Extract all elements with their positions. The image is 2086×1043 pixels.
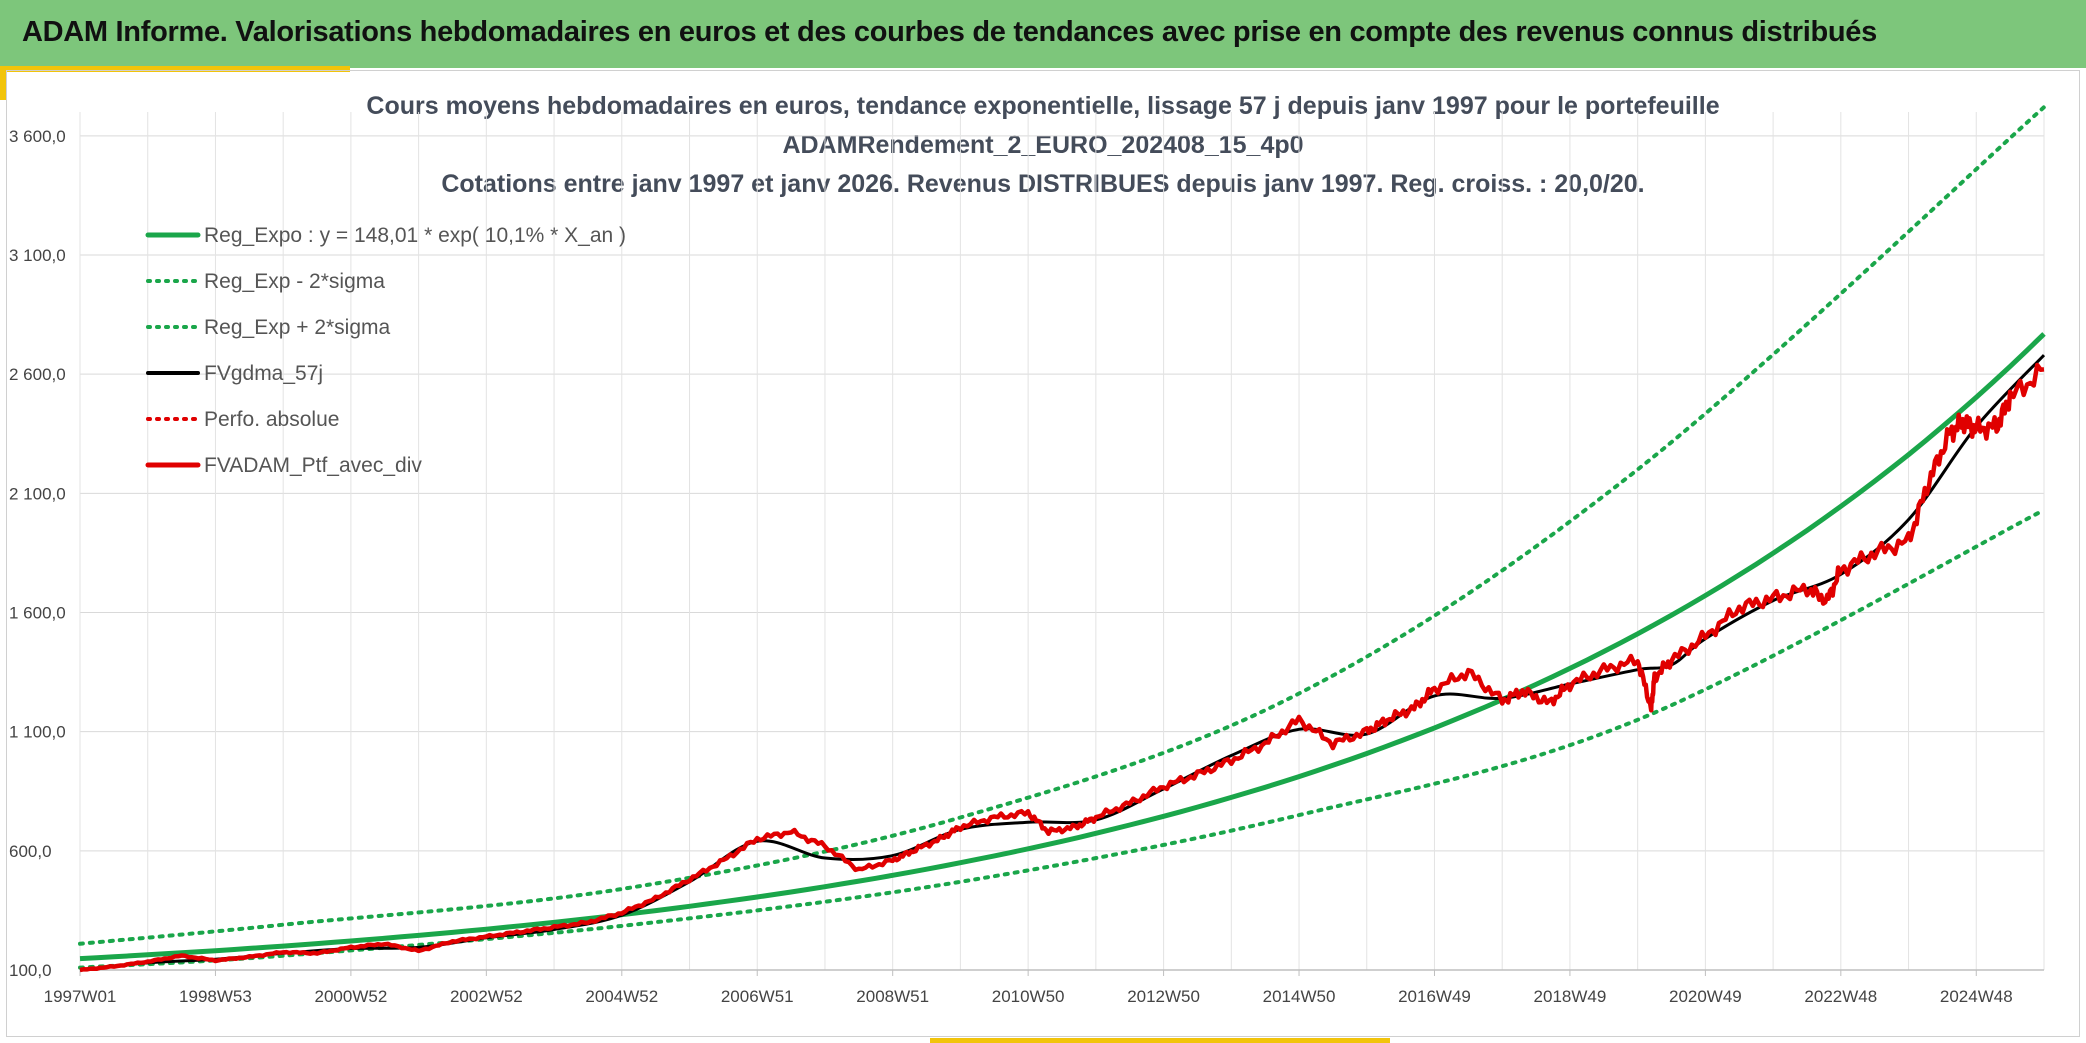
legend-label: Reg_Exp - 2*sigma	[204, 270, 385, 293]
series-reg-expo	[79, 332, 2046, 962]
x-tick-label: 2020W49	[1669, 987, 1742, 1006]
y-tick-label: 3 600,0	[9, 127, 66, 146]
x-axis-ticks: 1997W01 1998W53 2000W52 2002W52 2004W52 2006W…	[44, 970, 2013, 1006]
legend-label: FVgdma_57j	[204, 362, 323, 385]
chart-title-line-3: Cotations entre janv 1997 et janv 2026. …	[441, 170, 1645, 198]
series-reg-plus-2sigma	[78, 105, 2046, 946]
accent-bar-top	[0, 66, 350, 72]
y-tick-label: 1 100,0	[9, 723, 66, 742]
x-tick-label: 1997W01	[44, 987, 117, 1006]
y-tick-label: 600,0	[9, 842, 52, 861]
y-axis-ticks: 100,0 600,0 1 100,0 1 600,0 2 100,0 2 600,0 3 …	[9, 127, 66, 980]
chart-grid	[79, 112, 2045, 971]
page-title: ADAM Informe. Valorisations hebdomadaire…	[22, 16, 1877, 48]
legend-label: Reg_Exp + 2*sigma	[204, 316, 391, 339]
accent-bar-left	[0, 66, 7, 100]
legend-label: FVADAM_Ptf_avec_div	[204, 454, 422, 477]
x-tick-label: 2010W50	[992, 987, 1065, 1006]
x-tick-label: 2022W48	[1804, 987, 1877, 1006]
series-fvgdma-57j	[79, 354, 2046, 972]
x-tick-label: 2016W49	[1398, 987, 1471, 1006]
x-tick-label: 2004W52	[585, 987, 658, 1006]
x-tick-label: 2008W51	[856, 987, 929, 1006]
legend-label: Reg_Expo : y = 148,01 * exp( 10,1% * X_a…	[204, 224, 626, 247]
y-tick-label: 2 100,0	[9, 484, 66, 503]
header-banner: ADAM Informe. Valorisations hebdomadaire…	[0, 0, 2086, 68]
x-tick-label: 2014W50	[1263, 987, 1336, 1006]
x-tick-label: 2000W52	[315, 987, 388, 1006]
chart-frame	[6, 70, 2080, 1037]
accent-bar-bottom	[930, 1038, 1390, 1043]
series-reg-minus-2sigma	[78, 508, 2046, 970]
x-tick-label: 2024W48	[1940, 987, 2013, 1006]
x-tick-label: 1998W53	[179, 987, 252, 1006]
y-tick-label: 1 600,0	[9, 604, 66, 623]
x-tick-label: 2002W52	[450, 987, 523, 1006]
y-tick-label: 2 600,0	[9, 365, 66, 384]
x-tick-label: 2012W50	[1127, 987, 1200, 1006]
legend-label: Perfo. absolue	[204, 408, 339, 431]
series-fvadam-ptf-avec-div	[79, 362, 2045, 973]
chart-title-line-1: Cours moyens hebdomadaires en euros, ten…	[366, 92, 1720, 120]
x-tick-label: 2018W49	[1534, 987, 1607, 1006]
y-tick-label: 3 100,0	[9, 246, 66, 265]
y-tick-label: 100,0	[9, 961, 52, 980]
chart-series	[78, 105, 2046, 973]
x-tick-label: 2006W51	[721, 987, 794, 1006]
chart-legend: Reg_Expo : y = 148,01 * exp( 10,1% * X_a…	[145, 224, 626, 477]
